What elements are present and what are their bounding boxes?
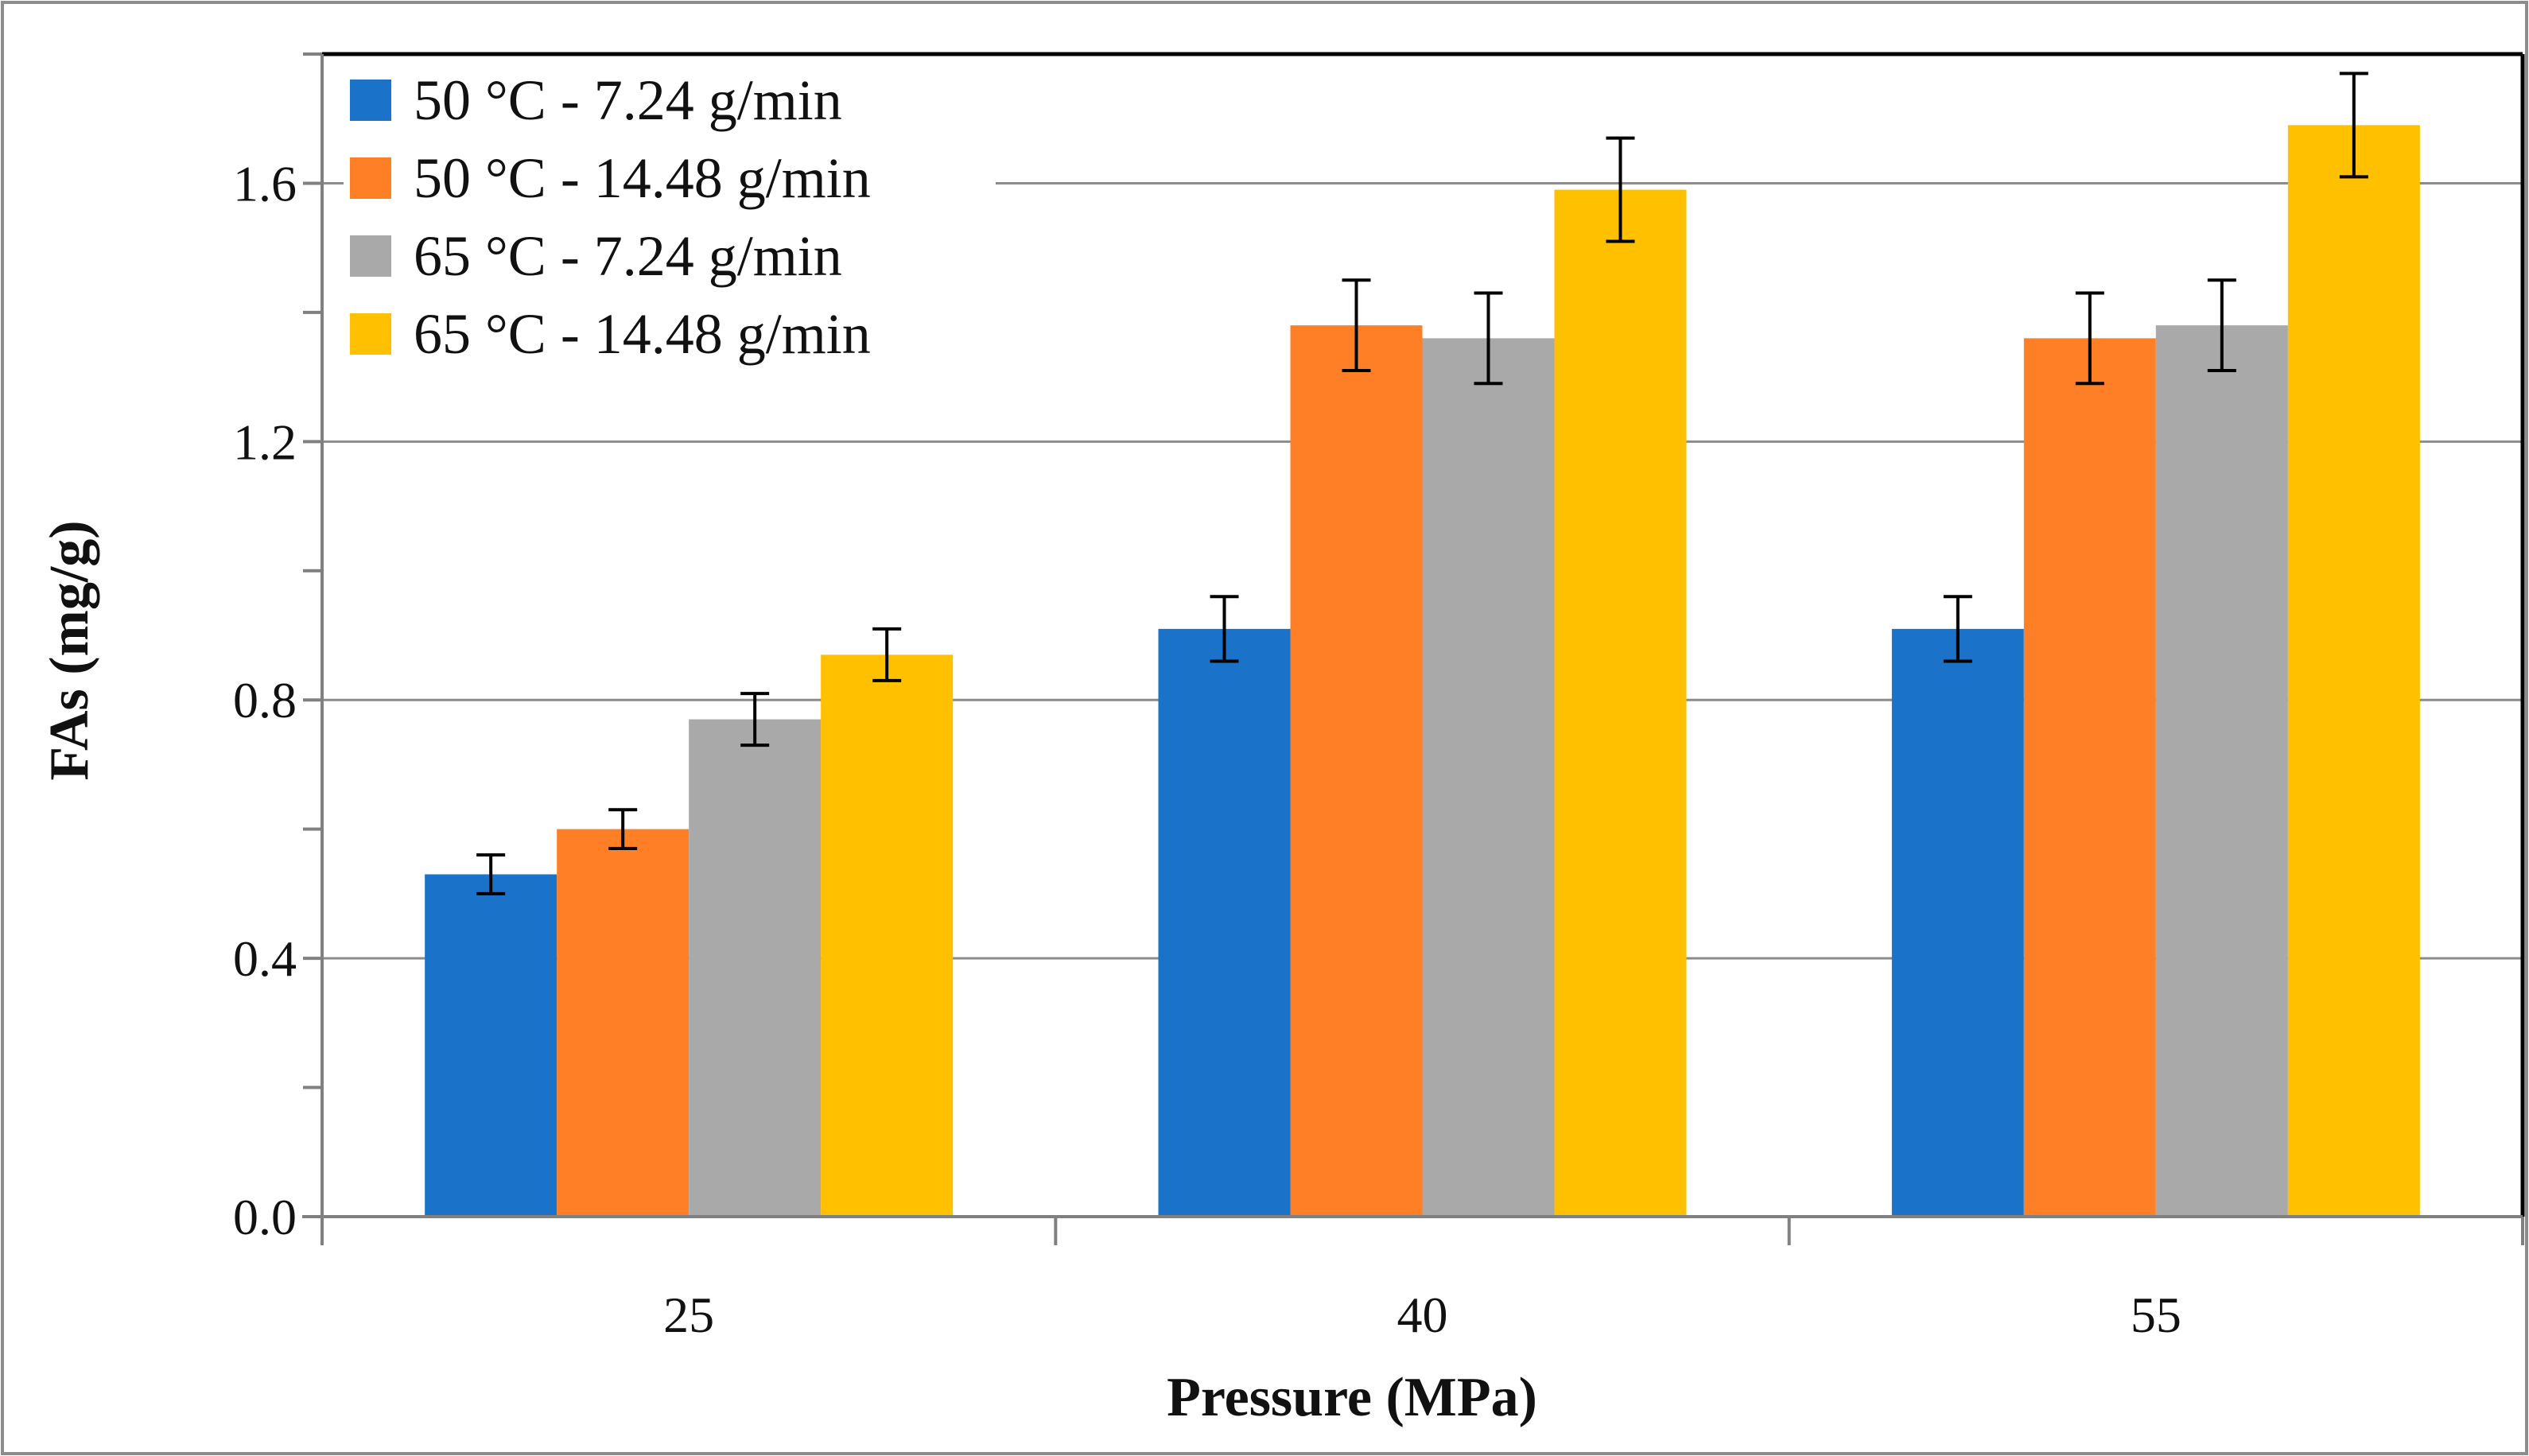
y-tick-label: 1.6 bbox=[233, 155, 297, 212]
legend-swatch bbox=[350, 235, 391, 277]
x-tick-label: 40 bbox=[1397, 1287, 1448, 1343]
bar bbox=[425, 874, 557, 1217]
bars bbox=[425, 125, 2420, 1217]
y-tick-label: 1.2 bbox=[233, 414, 297, 470]
y-tick-labels: 0.0 0.4 0.8 1.2 1.6 bbox=[233, 155, 297, 1245]
x-tick-labels: 25 40 55 bbox=[663, 1287, 2181, 1343]
bar bbox=[2023, 338, 2156, 1217]
bar bbox=[2155, 325, 2288, 1217]
axis-ticks bbox=[303, 52, 2524, 1245]
bar bbox=[689, 719, 822, 1217]
legend-label: 65 °C - 7.24 g/min bbox=[414, 224, 842, 288]
y-axis-title: FAs (mg/g) bbox=[39, 520, 100, 780]
bar bbox=[1554, 189, 1687, 1217]
bar bbox=[821, 654, 954, 1217]
legend-label: 50 °C - 7.24 g/min bbox=[414, 68, 842, 132]
x-axis-title: Pressure (MPa) bbox=[1167, 1367, 1537, 1428]
legend-background bbox=[344, 57, 996, 377]
legend: 50 °C - 7.24 g/min 50 °C - 14.48 g/min 65 … bbox=[344, 57, 996, 377]
error-bars bbox=[476, 72, 2368, 895]
y-tick-label: 0.0 bbox=[233, 1189, 297, 1245]
y-tick-label: 0.4 bbox=[233, 930, 297, 987]
x-tick-label: 55 bbox=[2131, 1287, 2181, 1343]
legend-label: 65 °C - 14.48 g/min bbox=[414, 302, 871, 366]
legend-swatch bbox=[350, 313, 391, 355]
legend-label: 50 °C - 14.48 g/min bbox=[414, 146, 871, 210]
bar bbox=[1891, 628, 2024, 1217]
y-tick-label: 0.8 bbox=[233, 672, 297, 728]
legend-swatch bbox=[350, 157, 391, 199]
bar bbox=[2287, 125, 2420, 1217]
x-tick-label: 25 bbox=[663, 1287, 714, 1343]
bar bbox=[557, 829, 690, 1217]
legend-swatch bbox=[350, 80, 391, 121]
bar bbox=[1290, 325, 1423, 1217]
bar bbox=[1422, 338, 1555, 1217]
bar bbox=[1158, 628, 1291, 1217]
